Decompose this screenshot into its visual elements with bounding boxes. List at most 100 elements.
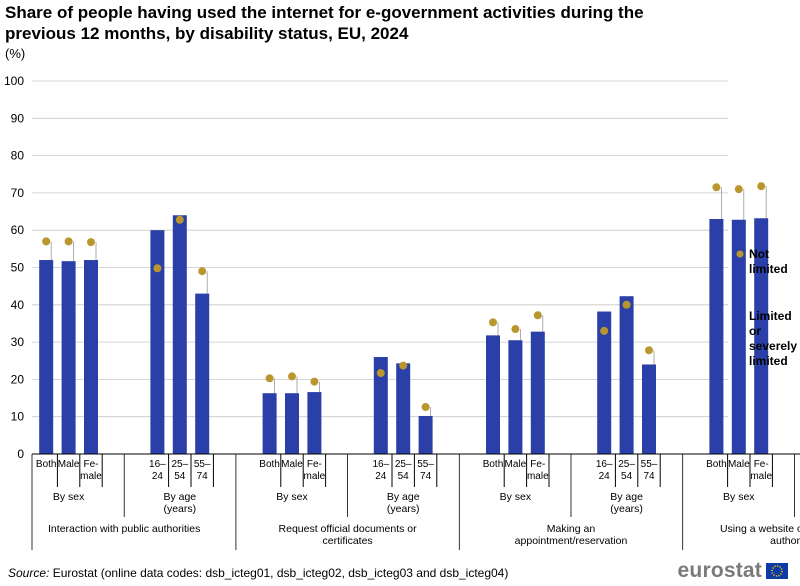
- bar-limited: [396, 363, 411, 454]
- category-label: male: [527, 471, 549, 482]
- category-label: 24: [599, 471, 611, 482]
- category-label: 25–: [171, 459, 188, 470]
- eurostat-logo: eurostat: [678, 559, 788, 583]
- bar-limited: [61, 261, 76, 454]
- category-label: 55–: [417, 459, 434, 470]
- group-label: Making an: [547, 523, 596, 535]
- dot-not-limited: [42, 237, 51, 246]
- group-label: authorities: [770, 535, 800, 547]
- y-tick-label: 20: [11, 372, 25, 386]
- y-tick-label: 0: [17, 447, 24, 461]
- category-label: 74: [643, 471, 655, 482]
- dot-not-limited: [376, 369, 385, 378]
- bar-limited: [754, 218, 769, 454]
- category-label: Male: [281, 459, 303, 470]
- dot-not-limited: [288, 372, 296, 381]
- dot-not-limited: [712, 183, 721, 192]
- category-label: 74: [197, 471, 209, 482]
- y-tick-label: 60: [11, 223, 25, 237]
- legend-label-limited: or: [749, 324, 761, 338]
- category-label: 55–: [194, 459, 211, 470]
- legend-swatch-limited: [736, 312, 743, 319]
- dot-not-limited: [87, 238, 95, 247]
- category-label: Both: [483, 459, 504, 470]
- category-label: Male: [58, 459, 80, 470]
- category-label: male: [750, 471, 772, 482]
- category-label: Fe-: [530, 459, 545, 470]
- dot-not-limited: [600, 326, 609, 335]
- dot-not-limited: [533, 311, 542, 320]
- category-label: male: [80, 471, 102, 482]
- dot-not-limited: [310, 377, 319, 386]
- bar-limited: [373, 357, 388, 454]
- dot-not-limited: [734, 185, 743, 194]
- category-label: 54: [174, 471, 186, 482]
- subgroup-label: By sex: [500, 491, 532, 503]
- bar-limited: [195, 293, 210, 454]
- legend-label-limited: severely: [749, 339, 797, 353]
- bar-limited: [642, 364, 656, 454]
- y-tick-label: 100: [4, 74, 24, 88]
- category-label: Male: [728, 459, 750, 470]
- bar-limited: [597, 311, 612, 454]
- dot-not-limited: [622, 300, 631, 309]
- y-tick-label: 30: [11, 335, 25, 349]
- bar-limited: [172, 215, 187, 454]
- dot-not-limited: [175, 215, 184, 224]
- dot-not-limited: [399, 361, 408, 370]
- group-label: Using a website or app of public: [720, 523, 800, 535]
- dot-not-limited: [421, 403, 430, 412]
- category-label: 25–: [618, 459, 635, 470]
- category-label: Fe-: [754, 459, 769, 470]
- bar-limited: [307, 392, 322, 454]
- dot-not-limited: [64, 237, 73, 246]
- dot-not-limited: [489, 318, 497, 327]
- group-label: appointment/reservation: [515, 535, 628, 547]
- category-label: 55–: [641, 459, 658, 470]
- eu-flag-icon: [766, 563, 788, 579]
- category-label: Fe-: [307, 459, 322, 470]
- dot-not-limited: [645, 346, 653, 355]
- bar-limited: [530, 331, 545, 454]
- subgroup-label: By age: [610, 491, 643, 503]
- legend-label-not-limited: Not: [749, 247, 769, 261]
- legend-label-limited: Limited: [749, 309, 792, 323]
- bar-limited: [619, 296, 634, 454]
- bar-limited: [486, 335, 500, 454]
- bar-limited: [508, 340, 523, 454]
- dot-not-limited: [153, 264, 162, 273]
- legend-label-limited: limited: [749, 354, 788, 368]
- y-tick-label: 90: [11, 111, 25, 125]
- category-label: 24: [375, 471, 387, 482]
- y-tick-label: 70: [11, 186, 25, 200]
- category-label: 74: [420, 471, 432, 482]
- bar-limited: [731, 219, 746, 454]
- bar-limited: [709, 219, 724, 454]
- source-label: Source:: [8, 566, 50, 580]
- bar-limited: [418, 415, 433, 454]
- category-label: 24: [152, 471, 164, 482]
- category-label: Both: [36, 459, 57, 470]
- group-label: Request official documents or: [279, 523, 418, 535]
- group-label: certificates: [323, 535, 373, 547]
- source-note: Source: Eurostat (online data codes: dsb…: [8, 566, 508, 580]
- category-label: Fe-: [84, 459, 99, 470]
- category-label: 54: [621, 471, 633, 482]
- dot-not-limited: [511, 325, 520, 334]
- bar-limited: [150, 230, 165, 454]
- y-tick-label: 80: [11, 149, 25, 163]
- unit-label: (%): [5, 46, 26, 61]
- source-text: Eurostat (online data codes: dsb_icteg01…: [52, 566, 509, 580]
- category-label: 54: [398, 471, 410, 482]
- bar-limited: [285, 393, 299, 454]
- chart-title: Share of people having used the internet…: [5, 3, 644, 43]
- dot-not-limited: [265, 374, 274, 383]
- logo-text: eurostat: [677, 559, 762, 582]
- subgroup-label: By age: [163, 491, 196, 503]
- category-label: 16–: [372, 459, 389, 470]
- subgroup-label: (years): [163, 503, 196, 515]
- subgroup-label: (years): [610, 503, 643, 515]
- subgroup-label: (years): [387, 503, 420, 515]
- subgroup-label: By sex: [53, 491, 85, 503]
